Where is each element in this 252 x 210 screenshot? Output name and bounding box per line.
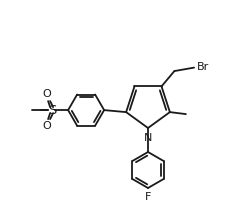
Text: N: N (143, 133, 152, 143)
Text: S: S (29, 110, 30, 111)
Text: S: S (32, 110, 33, 111)
Text: O: O (43, 89, 51, 99)
Text: F: F (144, 192, 151, 202)
Text: S: S (30, 110, 32, 111)
Text: S: S (48, 104, 56, 117)
Text: O: O (43, 121, 51, 131)
Text: Br: Br (196, 62, 208, 72)
